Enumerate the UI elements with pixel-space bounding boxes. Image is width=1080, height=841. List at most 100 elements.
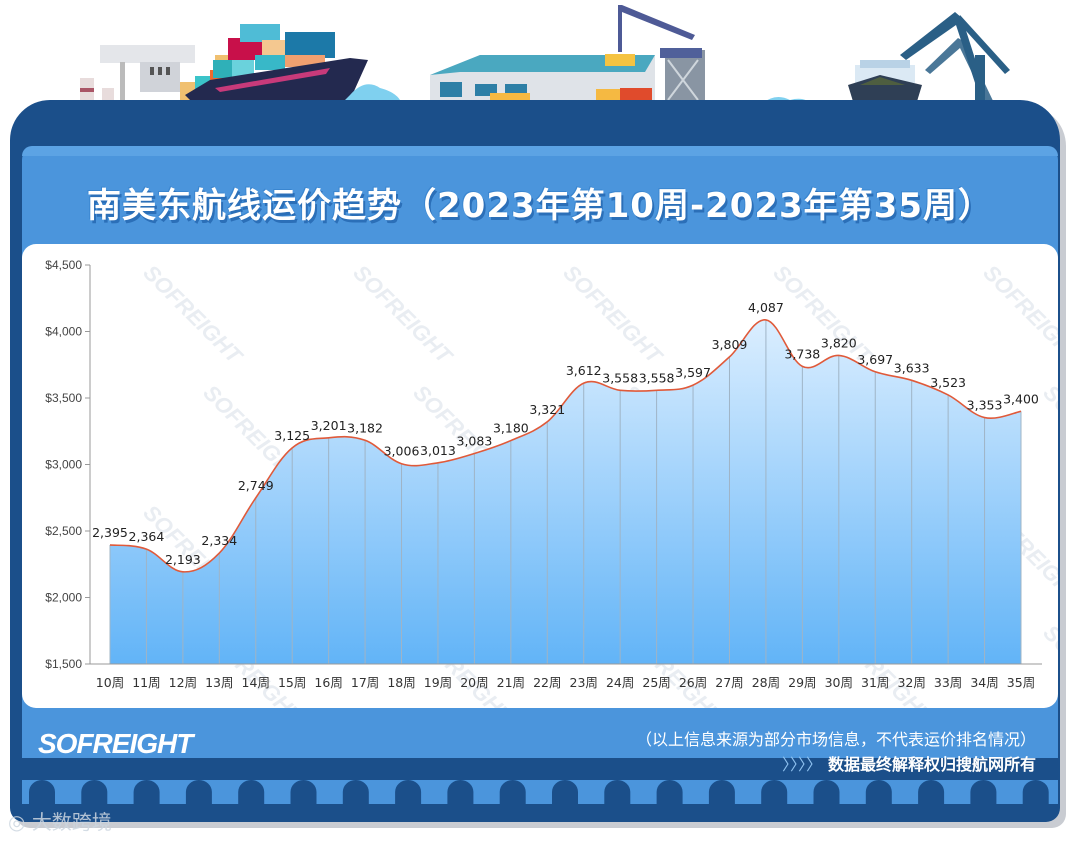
tower-crane-icon (605, 5, 705, 105)
watermark-text: SOFREIGHT (978, 260, 1058, 370)
data-label: 3,558 (639, 370, 675, 385)
data-label: 2,395 (92, 525, 128, 540)
x-tick-label: 29周 (788, 675, 816, 690)
x-tick-label: 15周 (278, 675, 306, 690)
data-label: 3,809 (712, 337, 748, 352)
data-label: 2,334 (201, 533, 237, 548)
tooth (1022, 780, 1049, 804)
x-tick-label: 25周 (642, 675, 670, 690)
data-label: 3,180 (493, 421, 529, 436)
x-tick-label: 30周 (825, 675, 853, 690)
x-tick-label: 12周 (169, 675, 197, 690)
watermark-text: SOFREIGHT (1038, 380, 1058, 490)
x-tick-label: 14周 (242, 675, 270, 690)
sofreight-logo: SOFREIGHT (38, 728, 193, 759)
x-tick-label: 27周 (715, 675, 743, 690)
trend-line (109, 319, 1022, 573)
data-label: 3,633 (894, 360, 930, 375)
x-tick-label: 35周 (1007, 675, 1035, 690)
tooth (552, 780, 578, 804)
data-label: 3,597 (675, 365, 711, 380)
area-fill-shape (110, 319, 1021, 664)
x-tick-label: 23周 (570, 675, 598, 690)
chart-panel: SOFREIGHT SOFREIGHT SOFREIGHT SOFREIGHT SOFR… (22, 244, 1058, 708)
watermark-text: SOFREIGHT (138, 260, 248, 370)
tooth (395, 780, 422, 804)
x-tick-label: 32周 (897, 675, 925, 690)
x-tick-label: 19周 (424, 675, 452, 690)
area-chart: SOFREIGHT SOFREIGHT SOFREIGHT SOFREIGHT SOFR… (45, 258, 1058, 708)
corner-watermark: ◎ 大数跨境 (8, 806, 112, 835)
data-label: 3,820 (821, 335, 857, 350)
tooth (238, 780, 265, 804)
data-label: 3,125 (274, 428, 310, 443)
tooth (656, 780, 683, 804)
tooth (290, 780, 317, 804)
data-label: 3,558 (602, 370, 638, 385)
x-tick-label: 21周 (497, 675, 525, 690)
content-area-highlight (22, 146, 1058, 156)
y-tick-label: $1,500 (45, 657, 82, 671)
x-tick-label: 24周 (606, 675, 634, 690)
x-tick-label: 10周 (96, 675, 124, 690)
x-tick-label: 33周 (934, 675, 962, 690)
tooth (865, 780, 892, 804)
data-label: 3,321 (529, 402, 565, 417)
data-label: 3,697 (857, 352, 893, 367)
y-tick-label: $3,500 (45, 391, 82, 405)
tooth (447, 780, 474, 804)
tooth (918, 780, 945, 804)
tooth (761, 780, 788, 804)
copyright-note: 〉〉〉〉 数据最终解释权归搜航网所有 (782, 751, 1036, 775)
tooth (813, 780, 840, 804)
data-label: 3,612 (566, 363, 602, 378)
watermark-text: 大数跨境 (31, 810, 112, 834)
y-tick-label: $4,000 (45, 325, 82, 339)
x-tick-label: 11周 (132, 675, 160, 690)
data-label: 3,738 (784, 346, 820, 361)
x-tick-label: 16周 (314, 675, 342, 690)
copyright-text: 数据最终解释权归搜航网所有 (827, 755, 1036, 774)
area-fill (109, 319, 1022, 664)
x-tick-label: 34周 (970, 675, 998, 690)
data-label: 2,193 (165, 552, 201, 567)
data-label: 2,364 (129, 529, 165, 544)
port-crane-icon (80, 45, 195, 110)
y-tick-label: $3,000 (45, 458, 82, 472)
data-label: 3,013 (420, 443, 456, 458)
warehouse-icon (430, 55, 655, 101)
ticket-teeth-decoration (22, 780, 1058, 804)
data-label: 3,400 (1003, 391, 1039, 406)
x-tick-label: 31周 (861, 675, 889, 690)
axes: $1,500 $2,000 $2,500 $3,000 $3,500 $4,000 $4,5… (45, 258, 1042, 690)
data-label: 3,083 (457, 433, 493, 448)
cruise-ship-icon (848, 60, 922, 108)
port-illustration (80, 5, 1010, 110)
chart-title: 南美东航线运价趋势（2023年第10周-2023年第35周） (87, 186, 993, 226)
tooth (133, 780, 160, 804)
tooth (185, 780, 212, 804)
chevrons-icon: 〉〉〉〉 (781, 755, 822, 774)
tooth (499, 780, 526, 804)
data-label: 3,523 (930, 375, 966, 390)
data-label: 3,201 (311, 418, 347, 433)
harbor-crane-icon (900, 12, 1010, 106)
x-tick-label: 22周 (533, 675, 561, 690)
x-tick-label: 18周 (387, 675, 415, 690)
tooth (29, 780, 55, 804)
x-tick-label: 20周 (460, 675, 488, 690)
x-tick-label: 28周 (752, 675, 780, 690)
y-tick-label: $4,500 (45, 258, 82, 272)
x-tick-label: 13周 (205, 675, 233, 690)
x-tick-label: 26周 (679, 675, 707, 690)
y-tick-label: $2,000 (45, 591, 82, 605)
data-label: 2,749 (238, 478, 274, 493)
tooth (604, 780, 631, 804)
data-label: 3,006 (384, 444, 420, 459)
tooth (708, 780, 735, 804)
y-tick-label: $2,500 (45, 524, 82, 538)
watermark-text: SOFREIGHT (558, 260, 668, 370)
container-ship-icon (180, 24, 400, 100)
